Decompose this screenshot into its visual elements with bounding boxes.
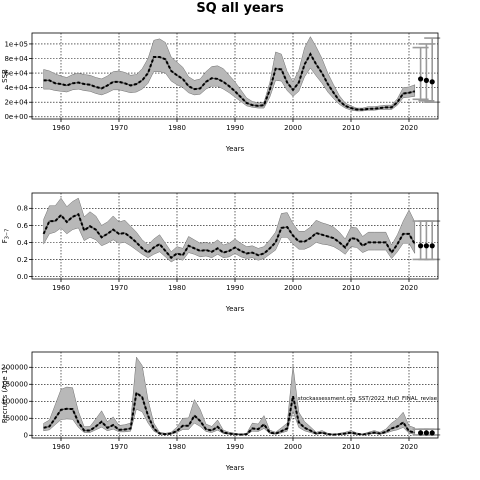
y-tick-label: 50000 [6, 415, 28, 423]
projection-point [423, 77, 429, 83]
y-tick-label: 2e+04 [4, 99, 28, 107]
x-tick-label: 1960 [52, 124, 70, 132]
f-panel: 1960 1970 1980 1990 2000 2010 2020 0.0 0.2 0.4 0.6… [1, 192, 441, 313]
x-tick-label: 2000 [284, 284, 302, 292]
projection-point [418, 243, 424, 249]
confidence-band [43, 36, 416, 112]
x-tick-label: 2010 [342, 284, 360, 292]
y-tick-label: 150000 [1, 381, 28, 389]
projection-point [429, 243, 435, 249]
x-tick-label: 1960 [52, 443, 70, 451]
y-axis-label: F3−7 [1, 229, 11, 244]
x-tick-label: 1980 [168, 443, 186, 451]
median-line-dashes [43, 390, 416, 436]
median-line-dashes [43, 52, 416, 111]
confidence-band [43, 197, 416, 263]
source-annotation: stockassessment.org_SST/2022_HuD_FINAL_r… [298, 396, 438, 402]
x-tick-label: 2010 [342, 124, 360, 132]
x-tick-label: 1970 [110, 124, 128, 132]
y-tick-label: 0.0 [17, 273, 28, 281]
x-axis-label: Years [225, 305, 245, 313]
projection-point [429, 430, 435, 436]
x-tick-label: 1980 [168, 284, 186, 292]
y-axis-label: Recruits (Age 1) [1, 367, 9, 424]
x-tick-label: 1970 [110, 443, 128, 451]
x-tick-label: 2010 [342, 443, 360, 451]
projection-point [418, 430, 424, 436]
projection-point [418, 76, 424, 82]
x-tick-label: 2020 [400, 443, 418, 451]
ssb-panel: 1960 1970 1980 1990 2000 2010 2020 0e+00 2e+04 4e… [1, 32, 441, 153]
y-tick-label: 0.2 [17, 256, 28, 264]
x-tick-label: 1990 [226, 284, 244, 292]
y-tick-label: 1e+05 [4, 40, 28, 48]
y-tick-label: 0 [24, 432, 28, 440]
x-axis-label: Years [225, 464, 245, 472]
median-line-dashes [42, 212, 416, 260]
figure-title: SQ all years [196, 1, 284, 16]
projection-point [423, 243, 429, 249]
y-tick-label: 100000 [1, 398, 28, 406]
y-tick-label: 0.4 [17, 239, 29, 247]
recruitment-panel: 1960 1970 1980 1990 2000 2010 2020 0 50000 100000… [1, 351, 441, 472]
x-tick-label: 2000 [284, 443, 302, 451]
x-tick-label: 1980 [168, 124, 186, 132]
x-tick-label: 1990 [226, 443, 244, 451]
y-tick-label: 4e+04 [4, 84, 28, 92]
y-tick-label: 8e+04 [4, 55, 28, 63]
x-tick-label: 2000 [284, 124, 302, 132]
y-tick-label: 200000 [1, 364, 28, 372]
y-tick-label: 0e+00 [4, 113, 28, 121]
x-axis-label: Years [225, 145, 245, 153]
y-axis-label: SSB [1, 69, 9, 83]
x-tick-label: 2020 [400, 124, 418, 132]
x-tick-label: 1970 [110, 284, 128, 292]
y-tick-label: 0.6 [17, 222, 29, 230]
projection-point [423, 430, 429, 436]
x-tick-label: 1960 [52, 284, 70, 292]
x-tick-label: 2020 [400, 284, 418, 292]
x-tick-label: 1990 [226, 124, 244, 132]
y-tick-label: 0.8 [17, 205, 28, 213]
y-tick-label: 6e+04 [4, 69, 28, 77]
projection-point [429, 79, 435, 85]
